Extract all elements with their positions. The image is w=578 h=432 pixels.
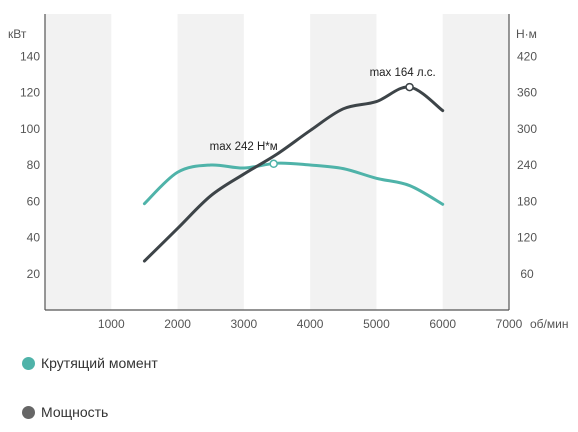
legend-torque-label: Крутящий момент: [41, 355, 158, 371]
x-tick-label: 3000: [231, 317, 258, 330]
y-left-tick-label: 80: [27, 158, 41, 172]
y-right-tick-label: 420: [517, 49, 537, 63]
x-tick-label: 2000: [164, 317, 191, 330]
y-right-tick-label: 300: [517, 122, 537, 136]
x-tick-label: 1000: [98, 317, 125, 330]
y-right-tick-label: 120: [517, 231, 537, 245]
annotations: max 242 Н*м max 164 л.с.: [210, 67, 436, 169]
annotation-marker: [405, 82, 414, 92]
y-left-tick-label: 100: [20, 122, 40, 136]
axes: [44, 14, 510, 311]
legend-power-swatch: [22, 405, 35, 419]
x-tick-label: 6000: [429, 317, 456, 330]
legend-power-label: Мощность: [41, 404, 109, 420]
annotation-marker: [269, 159, 278, 169]
grid-band: [45, 14, 112, 310]
y-left-tick-label: 140: [20, 49, 40, 63]
grid-band: [177, 14, 244, 310]
x-tick-label: 4000: [297, 317, 324, 330]
y-left-tick-label: 40: [27, 231, 41, 245]
annotation-label: max 242 Н*м: [210, 141, 278, 153]
legend-item-torque: Крутящий момент: [22, 355, 158, 371]
x-tick-label: 7000: [496, 317, 523, 330]
y-left-tick-label: 20: [27, 267, 41, 281]
legend-item-power: Мощность: [22, 404, 108, 420]
y-right-tick-label: 60: [520, 267, 534, 281]
power-series-line: [142, 85, 445, 263]
y-right-ticks: 60 120 180 240 300 360 420: [517, 49, 537, 281]
x-unit: об/мин: [530, 317, 568, 330]
y-left-tick-label: 120: [20, 86, 40, 100]
legend-torque-swatch: [22, 356, 35, 370]
y-left-tick-label: 60: [27, 194, 41, 208]
y-right-tick-label: 180: [517, 194, 537, 208]
y-left-ticks: 20 40 60 80 100 120 140: [20, 49, 40, 281]
x-ticks: 1000 2000 3000 4000 5000 6000 7000: [98, 317, 523, 330]
y-left-unit: кВт: [8, 27, 27, 41]
y-right-unit: Н·м: [516, 27, 537, 41]
x-tick-label: 5000: [363, 317, 390, 330]
y-right-tick-label: 360: [517, 86, 537, 100]
series-lines: [142, 85, 445, 263]
grid-band: [442, 14, 509, 310]
y-right-tick-label: 240: [517, 158, 537, 172]
torque-series-line: [142, 161, 445, 206]
grid-band: [310, 14, 377, 310]
grid-bands: [45, 14, 509, 310]
performance-chart: 1000 2000 3000 4000 5000 6000 7000 20 40 60 80 100…: [8, 14, 568, 330]
annotation-label: max 164 л.с.: [370, 67, 436, 79]
